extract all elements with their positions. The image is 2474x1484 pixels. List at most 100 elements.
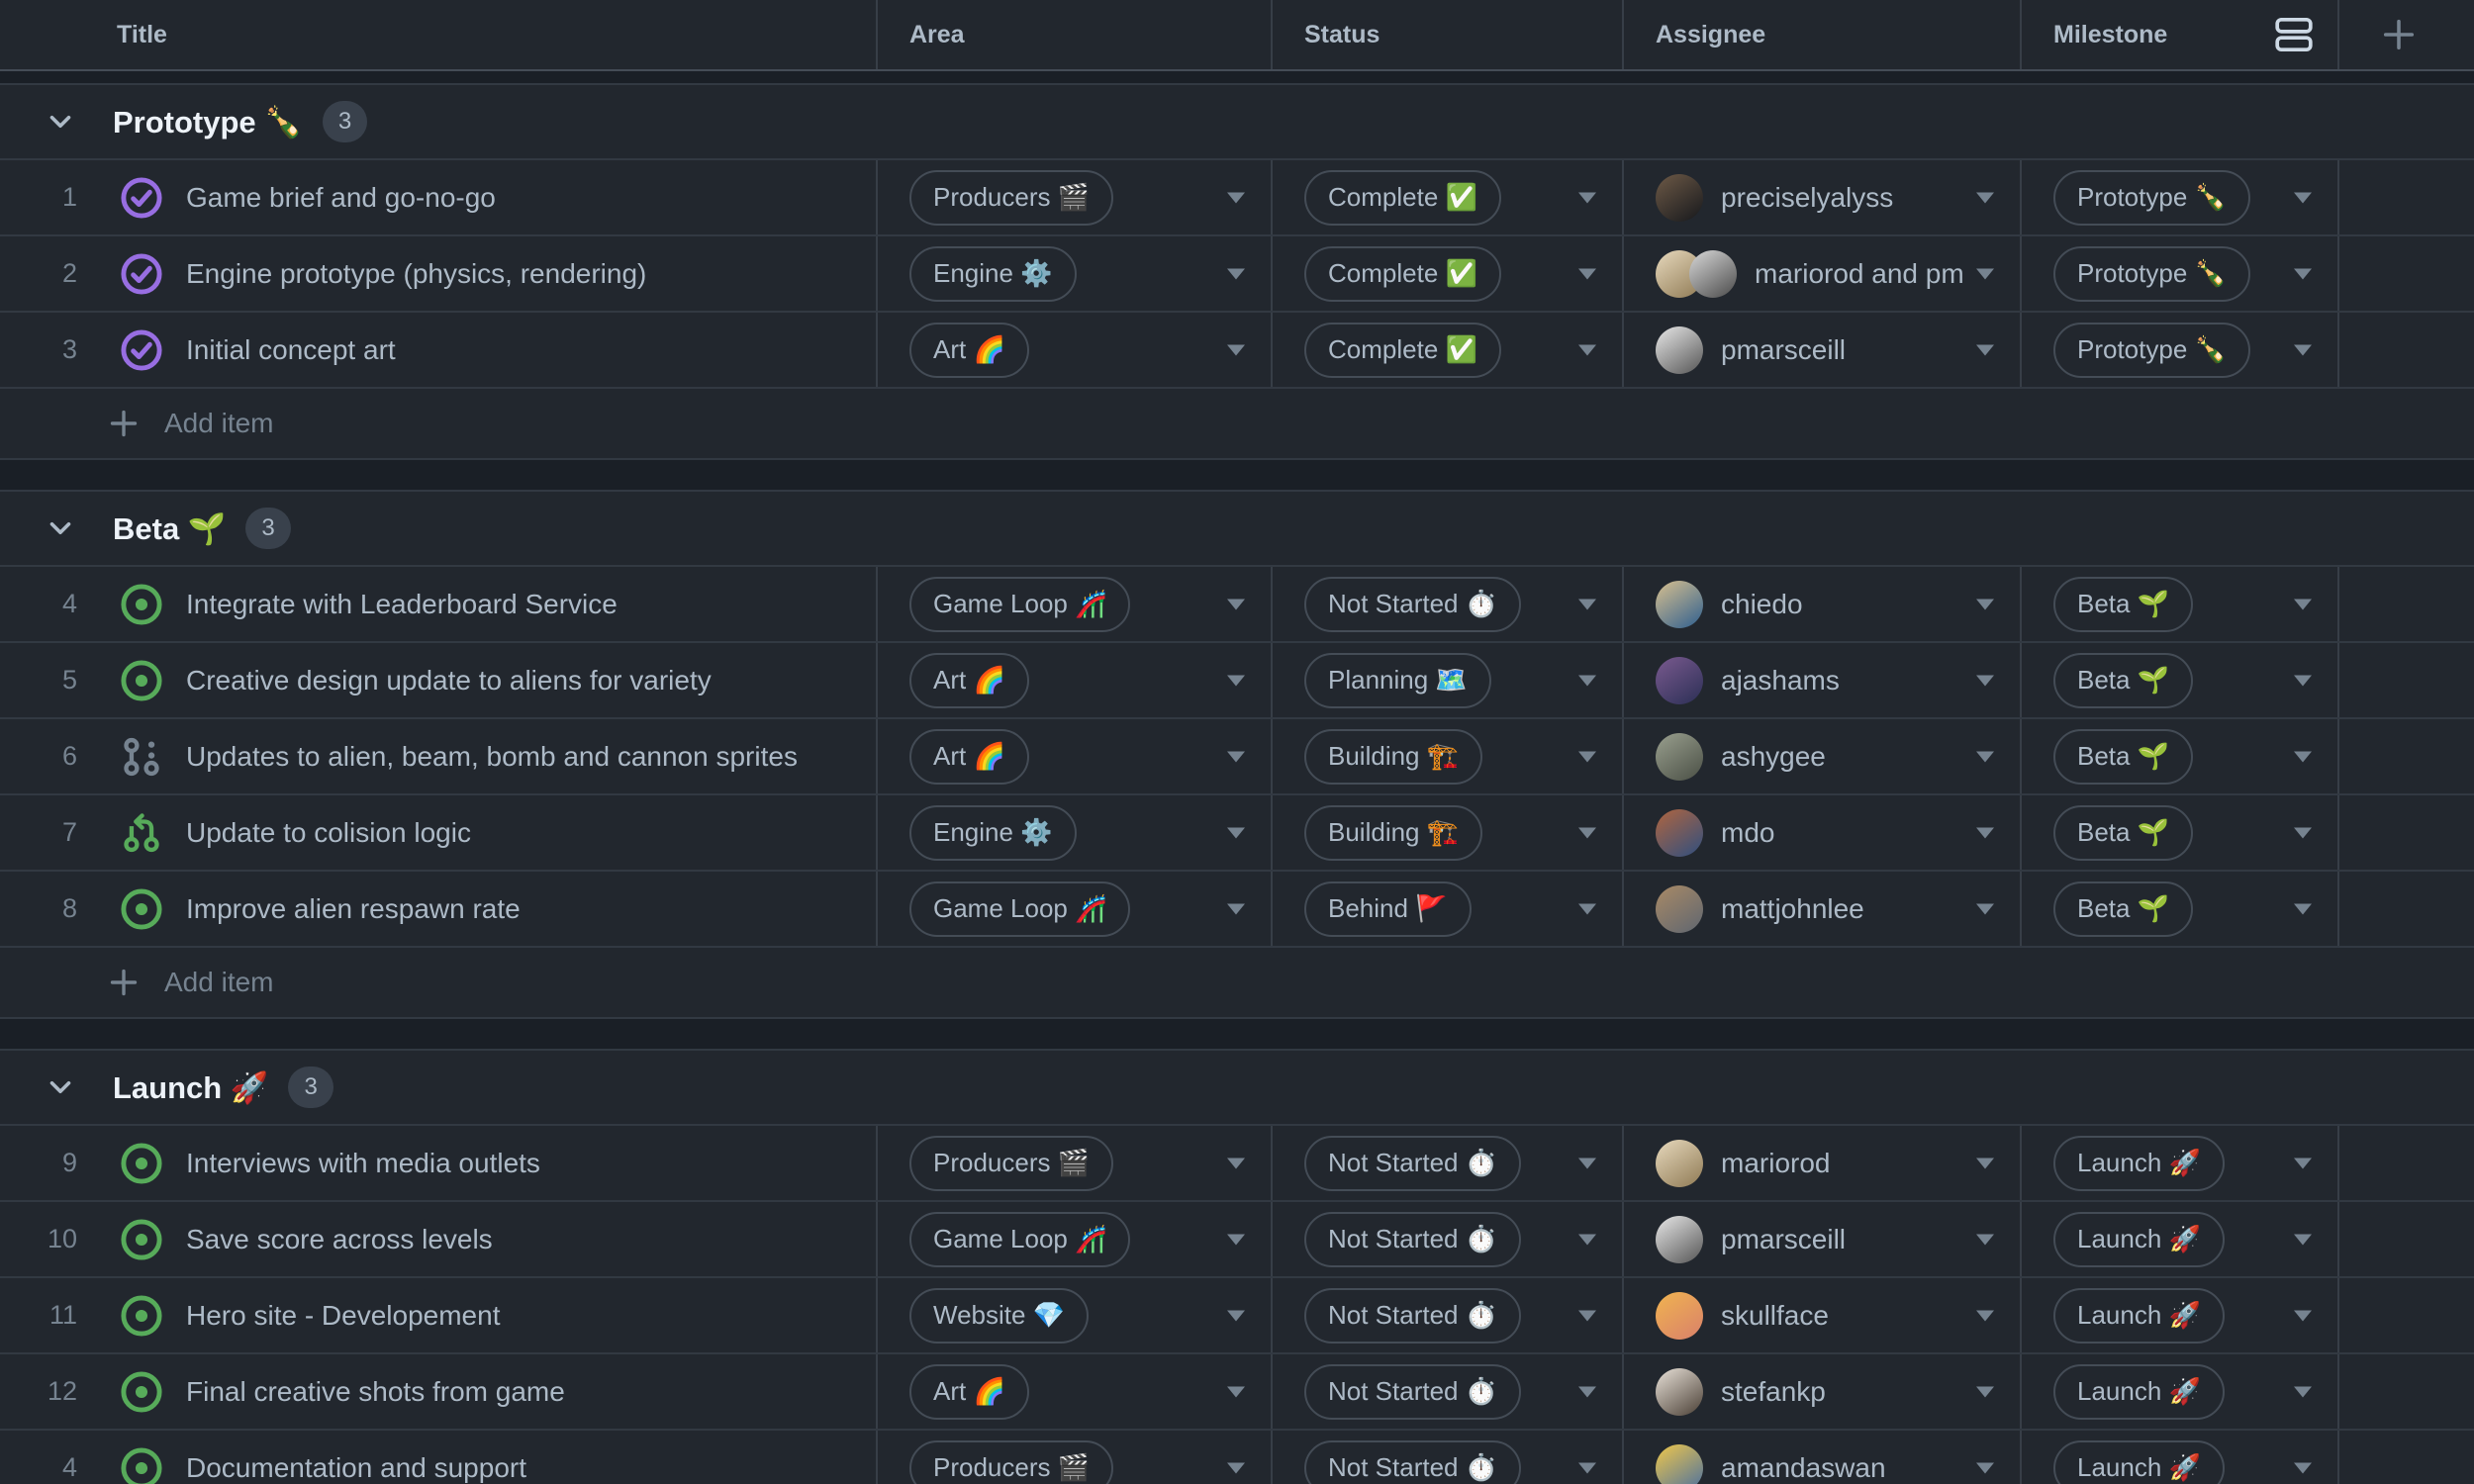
milestone-cell[interactable]: Launch 🚀 [2022,1354,2339,1429]
milestone-cell[interactable]: Launch 🚀 [2022,1431,2339,1484]
assignee-cell[interactable]: chiedo [1624,567,2022,641]
status-cell[interactable]: Not Started ⏱️ [1273,1354,1624,1429]
area-cell[interactable]: Game Loop 🎢 [878,872,1273,946]
column-header-label: Milestone [2053,20,2168,48]
item-title[interactable]: Update to colision logic [186,816,471,848]
assignee-name: ashygee [1721,740,1826,772]
status-cell[interactable]: Complete ✅ [1273,160,1624,234]
status-cell[interactable]: Behind 🚩 [1273,872,1624,946]
issue-closed-icon [121,176,162,219]
assignee-name: mdo [1721,816,1775,848]
status-pill: Building 🏗️ [1304,728,1483,785]
item-title[interactable]: Updates to alien, beam, bomb and cannon … [186,740,798,772]
add-field-button[interactable] [2371,7,2426,62]
status-cell[interactable]: Planning 🗺️ [1273,643,1624,717]
status-cell[interactable]: Complete ✅ [1273,313,1624,387]
area-cell[interactable]: Engine ⚙️ [878,236,1273,311]
assignee-cell[interactable]: pmarsceill [1624,1202,2022,1276]
milestone-cell[interactable]: Launch 🚀 [2022,1278,2339,1352]
item-title[interactable]: Interviews with media outlets [186,1147,540,1178]
item-title[interactable]: Final creative shots from game [186,1375,565,1407]
assignee-cell[interactable]: pmarsceill [1624,313,2022,387]
column-header-title[interactable]: Title [0,0,878,69]
column-header-assignee[interactable]: Assignee [1624,0,2022,69]
status-cell[interactable]: Not Started ⏱️ [1273,1431,1624,1484]
area-cell[interactable]: Producers 🎬 [878,1126,1273,1200]
milestone-cell[interactable]: Launch 🚀 [2022,1202,2339,1276]
dropdown-caret-icon [1227,599,1245,609]
status-cell[interactable]: Not Started ⏱️ [1273,1278,1624,1352]
row-number: 1 [61,182,77,212]
assignee-cell[interactable]: amandaswan [1624,1431,2022,1484]
item-type-icon [119,327,164,373]
dropdown-caret-icon [1976,1234,1994,1245]
area-cell[interactable]: Producers 🎬 [878,1431,1273,1484]
status-cell[interactable]: Complete ✅ [1273,236,1624,311]
area-cell[interactable]: Game Loop 🎢 [878,567,1273,641]
milestone-cell[interactable]: Prototype 🍾 [2022,236,2339,311]
milestone-cell[interactable]: Prototype 🍾 [2022,160,2339,234]
assignee-cell[interactable]: mariorod [1624,1126,2022,1200]
assignee-cell[interactable]: stefankp [1624,1354,2022,1429]
issue-open-icon [121,887,162,930]
dropdown-caret-icon [1578,675,1596,686]
area-pill: Art 🌈 [909,652,1029,708]
item-title[interactable]: Game brief and go-no-go [186,181,496,213]
milestone-cell[interactable]: Beta 🌱 [2022,719,2339,793]
add-item-row[interactable]: Add item [0,948,2474,1019]
area-cell[interactable]: Engine ⚙️ [878,795,1273,870]
empty-cell [2339,1126,2474,1200]
dropdown-caret-icon [1578,751,1596,762]
add-item-row[interactable]: Add item [0,389,2474,460]
assignee-cell[interactable]: mattjohnlee [1624,872,2022,946]
row-height-button[interactable] [2266,7,2322,62]
milestone-cell[interactable]: Beta 🌱 [2022,872,2339,946]
area-cell[interactable]: Art 🌈 [878,719,1273,793]
area-cell[interactable]: Game Loop 🎢 [878,1202,1273,1276]
assignee-cell[interactable]: skullface [1624,1278,2022,1352]
item-title[interactable]: Creative design update to aliens for var… [186,664,712,696]
assignee-cell[interactable]: ashygee [1624,719,2022,793]
area-cell[interactable]: Art 🌈 [878,643,1273,717]
milestone-cell[interactable]: Beta 🌱 [2022,567,2339,641]
status-cell[interactable]: Building 🏗️ [1273,719,1624,793]
column-header-status[interactable]: Status [1273,0,1624,69]
area-cell[interactable]: Producers 🎬 [878,160,1273,234]
group-title: Beta 🌱 [113,510,227,546]
item-title[interactable]: Initial concept art [186,333,396,365]
status-cell[interactable]: Building 🏗️ [1273,795,1624,870]
status-cell[interactable]: Not Started ⏱️ [1273,1202,1624,1276]
item-type-icon [119,1445,164,1484]
milestone-cell[interactable]: Prototype 🍾 [2022,313,2339,387]
group-collapse-toggle[interactable] [44,105,77,139]
table-row: 11 Hero site - Developement Website 💎 Not S… [0,1278,2474,1354]
item-title[interactable]: Engine prototype (physics, rendering) [186,257,647,289]
dropdown-caret-icon [2294,827,2312,838]
item-title[interactable]: Integrate with Leaderboard Service [186,588,618,619]
area-cell[interactable]: Art 🌈 [878,313,1273,387]
area-cell[interactable]: Website 💎 [878,1278,1273,1352]
dropdown-caret-icon [1227,903,1245,914]
status-cell[interactable]: Not Started ⏱️ [1273,567,1624,641]
status-cell[interactable]: Not Started ⏱️ [1273,1126,1624,1200]
item-title[interactable]: Improve alien respawn rate [186,892,521,924]
column-header-milestone[interactable]: Milestone [2022,0,2339,69]
assignee-cell[interactable]: mdo [1624,795,2022,870]
item-title[interactable]: Hero site - Developement [186,1299,501,1331]
milestone-cell[interactable]: Beta 🌱 [2022,795,2339,870]
column-header-add-field[interactable] [2339,0,2474,69]
milestone-cell[interactable]: Launch 🚀 [2022,1126,2339,1200]
avatar [1656,325,1703,374]
column-header-area[interactable]: Area [878,0,1273,69]
dropdown-caret-icon [2294,903,2312,914]
group-collapse-toggle[interactable] [44,1070,77,1104]
milestone-cell[interactable]: Beta 🌱 [2022,643,2339,717]
area-cell[interactable]: Art 🌈 [878,1354,1273,1429]
item-title[interactable]: Documentation and support [186,1451,526,1483]
assignee-cell[interactable]: ajashams [1624,643,2022,717]
group-collapse-toggle[interactable] [44,511,77,545]
assignee-cell[interactable]: mariorod and pm [1624,236,2022,311]
item-title[interactable]: Save score across levels [186,1223,493,1254]
assignee-cell[interactable]: preciselyalyss [1624,160,2022,234]
plus-icon [110,969,138,996]
